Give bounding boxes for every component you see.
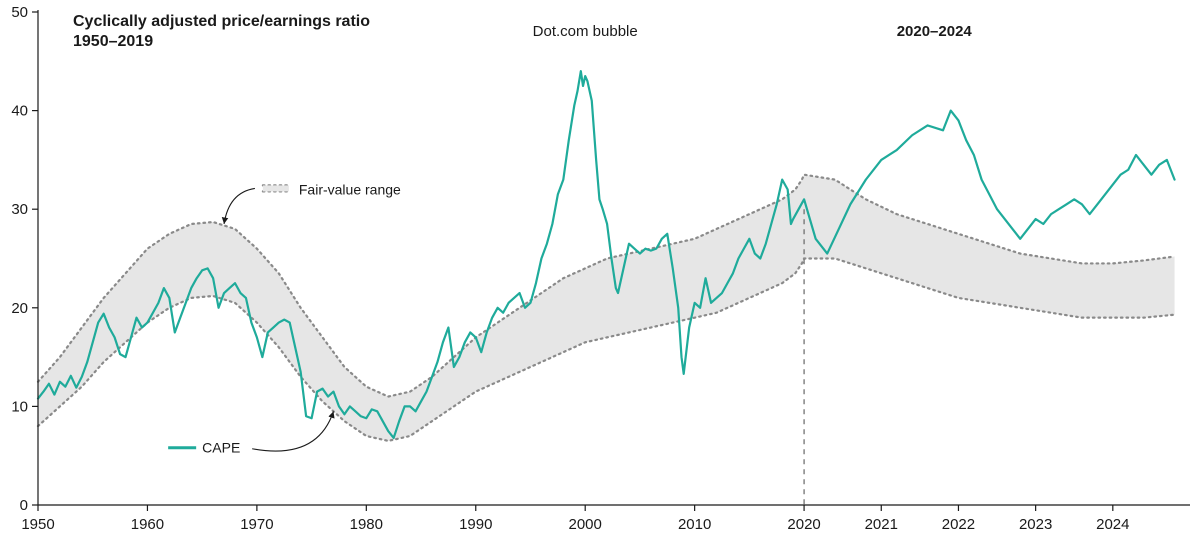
fair-value-label: Fair-value range [299,181,401,197]
cape-chart: 0 10 20 30 40 50 1950 1960 1970 1980 1990 2000 2010 2… [0,0,1200,537]
x-tick-label: 2000 [569,516,602,533]
x-tick-label: 1970 [240,516,273,533]
x-tick-label: 1990 [459,516,492,533]
fair-value-swatch-fill [263,185,289,191]
y-tick-label: 40 [11,103,28,120]
cape-label: CAPE [202,440,240,456]
x-tick-label: 1960 [131,516,164,533]
x-tick-label: 2021 [865,516,898,533]
chart-title-line2: 1950–2019 [73,33,153,50]
dotcom-annotation: Dot.com bubble [533,23,638,40]
y-tick-label: 50 [11,4,28,21]
x-tick-label: 2022 [942,516,975,533]
fair-value-band [38,175,1175,441]
x-tick-label: 1980 [350,516,383,533]
x-tick-label: 2010 [678,516,711,533]
cape-arrow [252,411,333,451]
period-right-label: 2020–2024 [897,23,973,40]
y-tick-label: 30 [11,201,28,218]
x-tick-label: 2020 [787,516,820,533]
y-tick-label: 20 [11,300,28,317]
y-tick-label: 0 [20,497,28,514]
x-tick-label: 2023 [1019,516,1052,533]
x-tick-label: 1950 [21,516,54,533]
x-tick-label: 2024 [1096,516,1129,533]
fair-value-arrow [224,188,255,224]
chart-title-line1: Cyclically adjusted price/earnings ratio [73,13,370,30]
y-tick-label: 10 [11,398,28,415]
chart-svg: 0 10 20 30 40 50 1950 1960 1970 1980 1990 2000 2010 2… [0,0,1200,537]
